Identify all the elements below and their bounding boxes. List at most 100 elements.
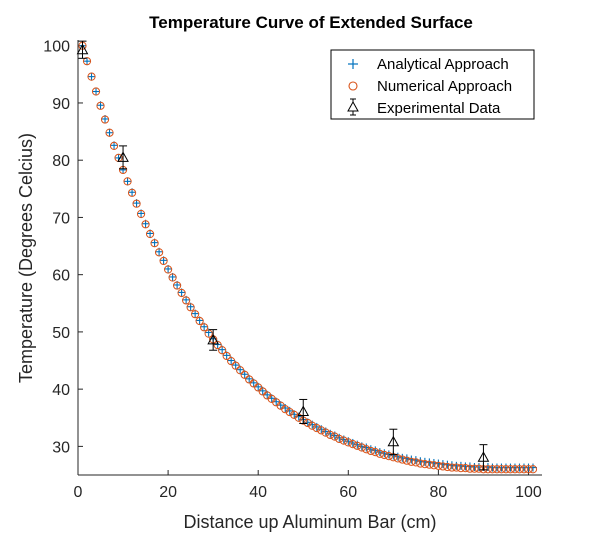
y-tick-label: 60	[52, 268, 70, 285]
axis-ticks: 0 20 40 60 80 100 30 40 50 60 70 80 90 100	[43, 39, 542, 501]
numerical-point	[420, 460, 429, 469]
x-tick-label: 20	[159, 484, 177, 501]
numerical-point	[344, 438, 353, 447]
numerical-point	[281, 405, 290, 414]
numerical-point	[357, 443, 366, 452]
numerical-point	[227, 356, 236, 366]
numerical-point	[141, 220, 150, 229]
x-tick-label: 40	[249, 484, 267, 501]
numerical-point	[303, 418, 312, 428]
numerical-point	[488, 465, 497, 474]
analytical-point	[92, 87, 101, 96]
numerical-point	[470, 464, 479, 473]
numerical-point	[173, 281, 182, 290]
experimental-point	[117, 145, 129, 170]
experimental-point	[76, 40, 89, 59]
numerical-point	[335, 434, 344, 444]
experimental-point	[387, 428, 400, 455]
legend-box	[330, 49, 535, 120]
legend-marker-analytical	[348, 59, 358, 69]
analytical-point	[123, 177, 132, 186]
numerical-point	[375, 449, 384, 458]
numerical-point	[168, 273, 177, 282]
numerical-point	[177, 288, 186, 298]
numerical-point	[371, 448, 380, 457]
numerical-point	[434, 461, 443, 470]
numerical-point	[154, 248, 164, 257]
numerical-point	[461, 464, 470, 473]
experimental-point	[477, 444, 490, 471]
numerical-point	[407, 457, 416, 466]
numerical-point	[132, 199, 141, 208]
numerical-point	[317, 426, 326, 435]
numerical-point	[425, 460, 434, 469]
numerical-point	[159, 256, 168, 266]
numerical-point	[163, 265, 173, 274]
legend-label-experimental: Experimental Data	[377, 100, 501, 117]
numerical-point	[524, 465, 533, 474]
y-tick-label: 100	[43, 39, 70, 56]
numerical-point	[321, 428, 330, 437]
series-triangle	[76, 40, 490, 471]
numerical-point	[362, 445, 371, 454]
numerical-point	[186, 303, 195, 312]
numerical-point	[105, 128, 114, 137]
numerical-point	[443, 462, 452, 472]
numerical-point	[249, 379, 258, 388]
numerical-point	[218, 346, 227, 355]
triangle-marker	[207, 333, 219, 345]
experimental-point	[207, 329, 219, 351]
numerical-point	[519, 465, 529, 474]
numerical-point	[501, 465, 511, 474]
legend: Analytical Approach Numerical Approach E…	[330, 49, 535, 120]
numerical-point	[515, 465, 524, 474]
numerical-point	[447, 463, 457, 472]
numerical-point	[213, 340, 222, 350]
numerical-point	[402, 456, 411, 465]
numerical-point	[411, 458, 420, 467]
y-tick-label: 40	[52, 382, 70, 399]
numerical-point	[438, 462, 447, 471]
x-tick-label: 60	[339, 484, 357, 501]
numerical-point	[398, 455, 407, 464]
numerical-point	[191, 310, 200, 319]
numerical-point	[150, 239, 159, 248]
legend-marker-experimental	[347, 98, 359, 116]
numerical-point	[326, 430, 335, 440]
numerical-point	[200, 323, 209, 332]
numerical-point	[195, 316, 204, 326]
numerical-point	[416, 459, 425, 468]
y-tick-label: 80	[52, 153, 70, 170]
analytical-point	[87, 72, 96, 81]
y-tick-label: 30	[52, 439, 70, 456]
x-axis-label: Distance up Aluminum Bar (cm)	[183, 512, 436, 532]
legend-label-numerical: Numerical Approach	[377, 78, 512, 95]
numerical-point	[127, 188, 137, 197]
numerical-point	[330, 432, 339, 441]
numerical-point	[290, 410, 299, 420]
numerical-point	[91, 87, 101, 96]
legend-label-analytical: Analytical Approach	[377, 56, 509, 73]
x-tick-label: 80	[429, 484, 447, 501]
numerical-point	[384, 452, 393, 461]
triangle-marker	[117, 151, 129, 162]
y-tick-label: 50	[52, 325, 70, 342]
x-tick-label: 0	[74, 484, 83, 501]
numerical-point	[474, 464, 484, 473]
numerical-point	[483, 465, 493, 474]
numerical-point	[429, 461, 438, 470]
numerical-point	[366, 446, 375, 456]
numerical-point	[308, 421, 317, 430]
triangle-marker	[477, 451, 490, 462]
plot-area	[77, 40, 542, 476]
numerical-point	[96, 101, 105, 110]
triangle-marker	[387, 435, 400, 447]
numerical-point	[82, 57, 92, 66]
y-axis-label: Temperature (Degrees Celcius)	[16, 133, 36, 383]
numerical-point	[285, 407, 294, 417]
numerical-point	[236, 366, 245, 375]
numerical-point	[87, 72, 96, 81]
triangle-marker	[76, 43, 89, 55]
numerical-point	[456, 464, 466, 473]
